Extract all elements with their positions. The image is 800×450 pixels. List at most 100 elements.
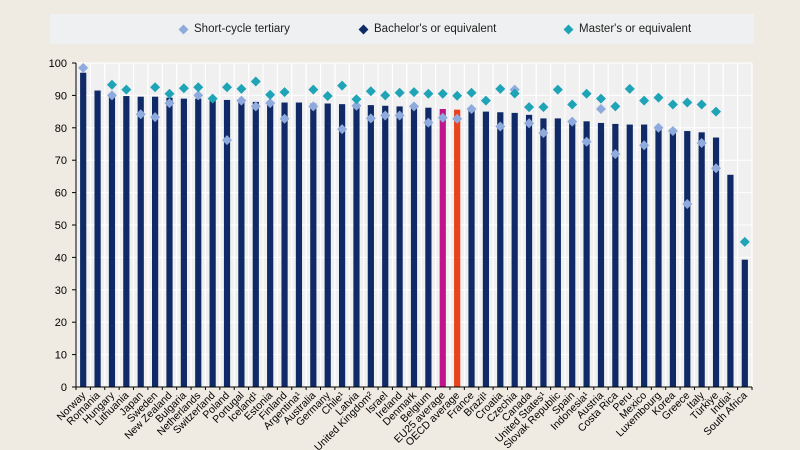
master-marker	[409, 87, 419, 98]
bar-indonesia-	[583, 121, 590, 387]
bar-estonia	[267, 102, 274, 387]
short-cycle-marker	[466, 104, 477, 115]
master-marker	[437, 88, 448, 99]
bar-united-states-	[540, 118, 547, 388]
master-marker	[365, 86, 376, 97]
bar-czechia	[511, 112, 518, 388]
bar-sweden	[152, 96, 159, 388]
bar-poland	[223, 99, 231, 387]
bar-korea	[669, 128, 676, 387]
short-cycle-marker	[308, 101, 319, 112]
bar-brazil-	[482, 111, 490, 387]
bar-eu25-average	[439, 109, 446, 388]
short-cycle-marker	[265, 98, 276, 109]
master-marker	[351, 94, 362, 105]
y-tick-label: 80	[55, 123, 67, 135]
master-marker	[567, 99, 578, 110]
bar-chile-	[338, 104, 346, 387]
master-marker	[106, 79, 117, 90]
master-marker	[610, 101, 621, 112]
bar-ireland	[396, 106, 403, 387]
master-marker	[207, 93, 218, 104]
bar-peru	[626, 124, 633, 387]
bar-spain	[569, 120, 576, 388]
bar-hungary	[108, 95, 116, 388]
master-marker	[524, 102, 535, 113]
short-cycle-marker	[250, 101, 261, 112]
master-marker	[509, 88, 520, 99]
short-cycle-marker	[437, 112, 448, 123]
legend-item-bachelor: Bachelor's or equivalent	[358, 23, 497, 35]
bar-costa-rica	[612, 123, 619, 388]
short-cycle-marker	[150, 112, 161, 123]
y-tick-label: 40	[55, 252, 67, 264]
master-marker	[653, 92, 664, 103]
bar-south-africa	[741, 259, 748, 387]
master-marker	[667, 99, 678, 110]
bar-denmark	[410, 107, 418, 387]
short-cycle-marker	[567, 116, 578, 127]
master-marker	[308, 84, 319, 95]
bar-bulgaria	[180, 98, 187, 387]
master-marker	[150, 82, 161, 93]
short-cycle-marker	[538, 127, 549, 138]
master-marker	[380, 90, 391, 101]
short-cycle-marker	[236, 95, 247, 106]
bar-germany	[324, 103, 331, 387]
bar-slovak-republic	[554, 118, 561, 388]
bar-france	[468, 109, 475, 387]
master-marker	[466, 87, 477, 98]
y-tick-label: 100	[49, 58, 67, 70]
legend-label-bachelor: Bachelor's or equivalent	[374, 23, 497, 35]
bar-canada	[525, 114, 533, 387]
chart-legend: Short-cycle tertiary Bachelor's or equiv…	[50, 14, 754, 44]
short-cycle-marker	[394, 110, 405, 121]
bar-israel	[382, 105, 389, 387]
short-cycle-marker	[222, 135, 233, 146]
master-marker	[164, 88, 175, 99]
master-marker	[322, 91, 333, 102]
short-cycle-marker	[667, 126, 678, 137]
short-cycle-marker	[653, 122, 664, 133]
master-marker	[639, 95, 650, 106]
short-cycle-marker	[279, 113, 290, 124]
short-cycle-marker	[495, 121, 506, 132]
master-marker	[624, 83, 635, 94]
master-marker	[222, 82, 233, 93]
y-tick-label: 50	[55, 220, 67, 232]
bar-norway	[80, 72, 87, 387]
master-marker	[121, 84, 132, 95]
bar-argentina-	[295, 102, 303, 387]
master-marker	[337, 80, 348, 91]
master-marker	[538, 102, 549, 113]
master-marker	[250, 76, 261, 87]
short-cycle-marker	[78, 62, 89, 73]
bar-mexico	[641, 124, 648, 387]
bar-india-	[727, 174, 734, 387]
short-cycle-marker	[639, 140, 650, 151]
bar-portugal	[238, 99, 245, 387]
bar-new-zealand	[166, 97, 173, 387]
master-marker	[595, 93, 606, 104]
short-cycle-marker	[164, 98, 175, 109]
bar-t-rkiye	[712, 137, 720, 387]
bar-iceland-	[252, 101, 259, 387]
bar-oecd-average	[454, 109, 461, 387]
legend-item-master: Master's or equivalent	[563, 23, 691, 35]
short-cycle-marker	[365, 113, 376, 124]
short-cycle-marker	[135, 109, 146, 120]
bar-austria	[597, 122, 605, 387]
bar-australia	[310, 103, 317, 387]
bar-lithuania	[123, 96, 130, 387]
master-marker	[552, 84, 563, 95]
bar-italy	[698, 132, 705, 387]
y-tick-label: 60	[55, 188, 67, 200]
short-cycle-marker	[351, 100, 362, 111]
short-cycle-marker	[682, 198, 693, 209]
bar-netherlands	[195, 98, 202, 387]
bar-greece	[684, 131, 691, 387]
short-cycle-marker	[106, 90, 117, 101]
bar-croatia	[497, 112, 504, 388]
legend-item-short-cycle: Short-cycle tertiary	[178, 23, 290, 35]
